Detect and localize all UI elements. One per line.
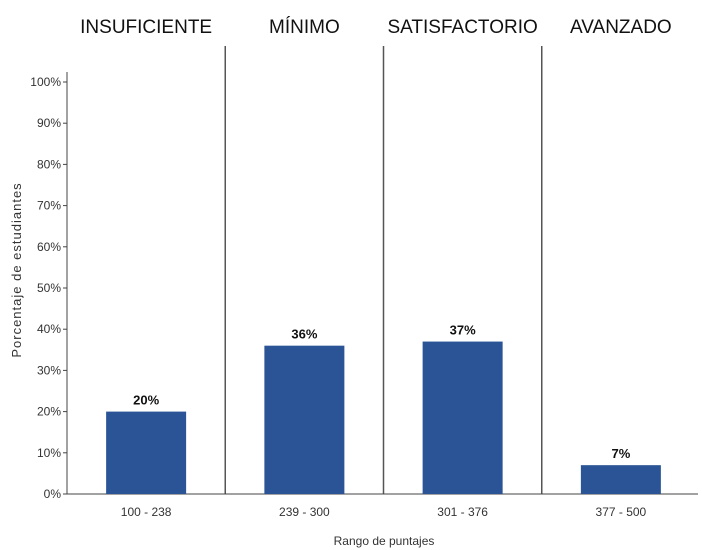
y-tick-label: 90% — [37, 116, 61, 130]
x-tick-label: 377 - 500 — [596, 505, 647, 519]
y-tick-label: 0% — [44, 487, 62, 501]
x-tick-label: 100 - 238 — [121, 505, 172, 519]
y-tick-label: 30% — [37, 363, 61, 377]
y-tick-label: 80% — [37, 157, 61, 171]
data-label: 7% — [611, 446, 630, 461]
bar — [422, 341, 503, 494]
level-titles: INSUFICIENTE MÍNIMO SATISFACTORIO AVANZADO — [80, 17, 672, 38]
x-tick-label: 239 - 300 — [279, 505, 330, 519]
y-axis-title: Porcentaje de estudiantes — [9, 182, 24, 357]
y-tick-label: 40% — [37, 322, 61, 336]
y-tick-label: 10% — [37, 446, 61, 460]
level-title: AVANZADO — [570, 17, 672, 38]
bar — [580, 465, 661, 494]
level-dividers — [224, 46, 543, 494]
data-label: 20% — [133, 393, 159, 408]
y-tick-label: 100% — [30, 75, 61, 89]
y-tick-label: 50% — [37, 281, 61, 295]
x-tick-label: 301 - 376 — [437, 505, 488, 519]
level-title: SATISFACTORIO — [387, 17, 537, 38]
bar — [106, 411, 187, 494]
x-tick-labels: 100 - 238 239 - 300 301 - 376 377 - 500 — [121, 505, 647, 519]
level-title: INSUFICIENTE — [80, 17, 212, 38]
x-axis-title: Rango de puntajes — [334, 534, 435, 548]
y-tick-label: 20% — [37, 405, 61, 419]
bar — [264, 345, 345, 494]
level-title: MÍNIMO — [269, 17, 340, 38]
y-tick-label: 70% — [37, 199, 61, 213]
y-axis: 0% 10% 20% 30% 40% 50% 60% 70% 80% 90% 100% — [30, 72, 68, 501]
data-label: 36% — [291, 327, 317, 342]
data-label: 37% — [450, 323, 476, 338]
y-tick-label: 60% — [37, 240, 61, 254]
bars: 20% 36% 37% 7% — [106, 323, 661, 494]
